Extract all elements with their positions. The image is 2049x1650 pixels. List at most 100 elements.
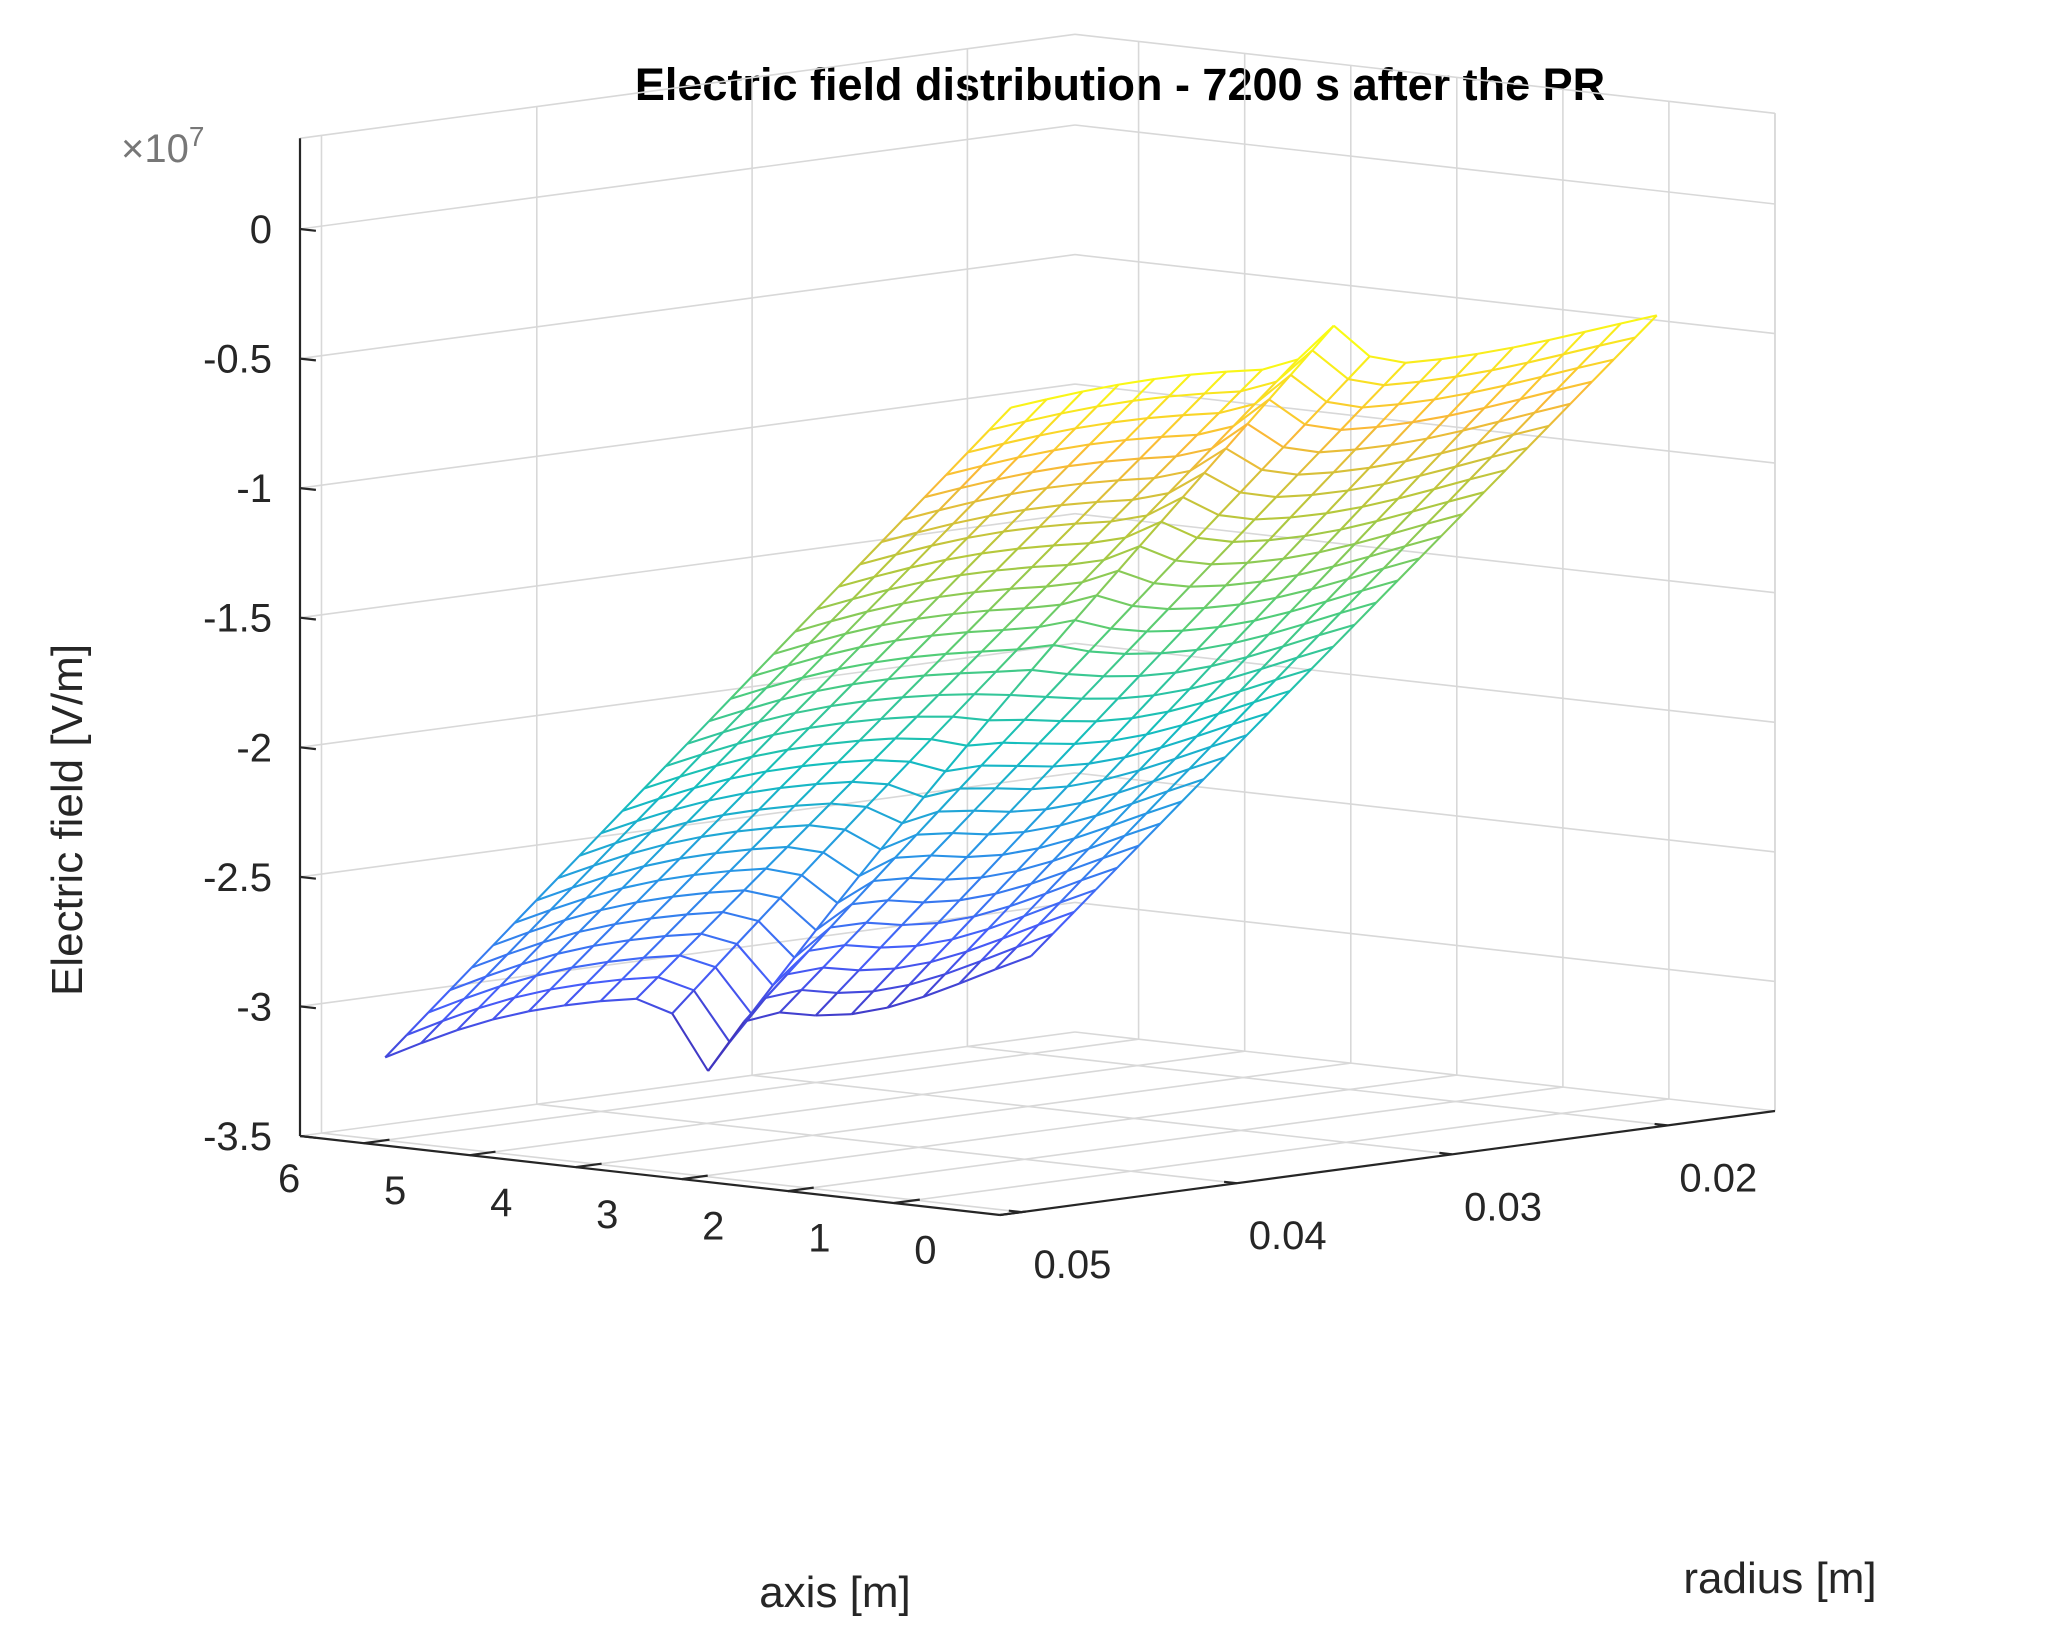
surface-mesh-segment: [901, 796, 925, 824]
surface-mesh-segment: [1260, 558, 1284, 583]
surface-mesh-segment: [923, 899, 960, 904]
surface-mesh-segment: [793, 929, 817, 959]
surface-mesh-segment: [1411, 398, 1435, 423]
surface-mesh-segment: [1067, 673, 1104, 678]
surface-mesh-segment: [1368, 444, 1392, 469]
surface-mesh-segment: [1412, 414, 1449, 424]
surface-mesh-segment: [1053, 762, 1090, 768]
surface-mesh-segment: [1017, 449, 1055, 459]
surface-mesh-segment: [1275, 588, 1313, 599]
surface-mesh-segment: [1318, 612, 1342, 637]
surface-mesh-segment: [1002, 719, 1026, 744]
surface-mesh-segment: [945, 876, 982, 881]
surface-mesh-segment: [916, 694, 940, 718]
surface-mesh-segment: [1383, 460, 1407, 485]
surface-mesh-segment: [564, 897, 588, 921]
surface-mesh-segment: [967, 429, 991, 454]
surface-mesh-segment: [1124, 733, 1148, 759]
surface-mesh-segment: [937, 899, 961, 924]
surface-mesh-segment: [1347, 567, 1384, 581]
surface-mesh-segment: [1562, 331, 1586, 356]
surface-mesh-segment: [1030, 870, 1068, 885]
surface-mesh-segment: [1455, 353, 1479, 378]
surface-mesh-segment: [1010, 398, 1048, 409]
surface-mesh-segment: [945, 764, 982, 773]
surface-mesh-segment: [1304, 401, 1328, 426]
surface-mesh-segment: [1304, 528, 1341, 538]
surface-mesh-segment: [514, 909, 551, 924]
surface-mesh-segment: [592, 923, 616, 947]
z-tick-label--2: -2: [236, 726, 272, 770]
surface-mesh-segment: [1023, 892, 1047, 917]
surface-mesh-segment: [1397, 475, 1421, 500]
y-tick-label-0.04: 0.04: [1249, 1214, 1327, 1258]
surface-mesh-segment: [1355, 443, 1392, 451]
surface-mesh-segment: [830, 921, 867, 929]
surface-mesh-segment: [578, 909, 602, 933]
surface-mesh-segment: [1289, 668, 1313, 692]
surface-mesh-segment: [599, 887, 624, 911]
surface-mesh-segment: [1003, 625, 1040, 632]
grid-line-z-back--0.5: [1074, 253, 1776, 335]
surface-mesh-segment: [852, 678, 889, 686]
surface-mesh-segment: [1046, 482, 1083, 490]
surface-mesh-segment: [599, 978, 623, 1002]
z-tick-mark--0.5: [299, 357, 317, 362]
surface-mesh-segment: [894, 945, 918, 970]
surface-mesh-segment: [736, 920, 760, 945]
surface-mesh-segment: [1024, 398, 1048, 423]
surface-mesh-segment: [427, 997, 465, 1014]
surface-mesh-segment: [974, 587, 1011, 594]
surface-mesh-segment: [866, 602, 904, 613]
surface-mesh-segment: [1505, 375, 1543, 387]
z-tick-label-0: 0: [250, 208, 272, 252]
surface-mesh-segment: [1116, 844, 1140, 869]
y-tick-mark-0.05: [1008, 1209, 1022, 1214]
surface-mesh-segment: [958, 876, 982, 902]
surface-mesh-segment: [909, 558, 947, 569]
surface-mesh-segment: [974, 493, 1011, 503]
surface-mesh-segment: [722, 720, 760, 734]
surface-mesh-segment: [1319, 448, 1356, 454]
surface-mesh-segment: [585, 961, 609, 985]
surface-mesh-segment: [1174, 649, 1198, 674]
surface-mesh-segment: [743, 889, 781, 900]
surface-mesh-segment: [1218, 390, 1242, 414]
surface-mesh-segment: [578, 923, 616, 933]
surface-mesh-segment: [737, 733, 774, 745]
surface-mesh-segment: [1117, 457, 1141, 482]
surface-mesh-segment: [822, 633, 847, 657]
surface-mesh-segment: [1268, 374, 1292, 401]
surface-mesh-segment: [1203, 584, 1227, 609]
surface-mesh-segment: [1074, 739, 1111, 745]
surface-mesh-segment: [908, 961, 932, 986]
y-tick-mark-0.02: [1654, 1122, 1668, 1127]
surface-mesh-segment: [1189, 584, 1226, 588]
surface-mesh-segment: [1505, 361, 1529, 387]
surface-mesh-segment: [1160, 648, 1197, 655]
surface-mesh-segment: [1175, 447, 1212, 458]
surface-mesh-segment: [1620, 314, 1658, 325]
surface-mesh-segment: [1160, 735, 1197, 749]
surface-mesh-segment: [879, 822, 904, 851]
surface-mesh-segment: [996, 566, 1033, 572]
surface-mesh-segment: [1340, 406, 1364, 431]
surface-mesh-segment: [1418, 535, 1442, 560]
surface-mesh-segment: [1290, 512, 1327, 519]
surface-mesh-segment: [1283, 446, 1320, 454]
surface-mesh-segment: [679, 954, 716, 969]
surface-mesh-segment: [801, 874, 839, 904]
surface-mesh-segment: [1404, 523, 1428, 547]
surface-mesh-segment: [729, 675, 753, 700]
surface-mesh-segment: [843, 921, 867, 946]
surface-mesh-segment: [629, 843, 666, 856]
surface-mesh-segment: [1182, 472, 1206, 498]
surface-mesh-segment: [1117, 694, 1154, 700]
surface-mesh-segment: [614, 901, 638, 925]
surface-mesh-segment: [485, 953, 509, 978]
surface-mesh-segment: [1218, 619, 1255, 629]
surface-mesh-segment: [1010, 486, 1047, 496]
surface-mesh-segment: [1039, 522, 1076, 529]
surface-mesh-segment: [757, 920, 796, 959]
surface-mesh-segment: [1390, 510, 1414, 535]
